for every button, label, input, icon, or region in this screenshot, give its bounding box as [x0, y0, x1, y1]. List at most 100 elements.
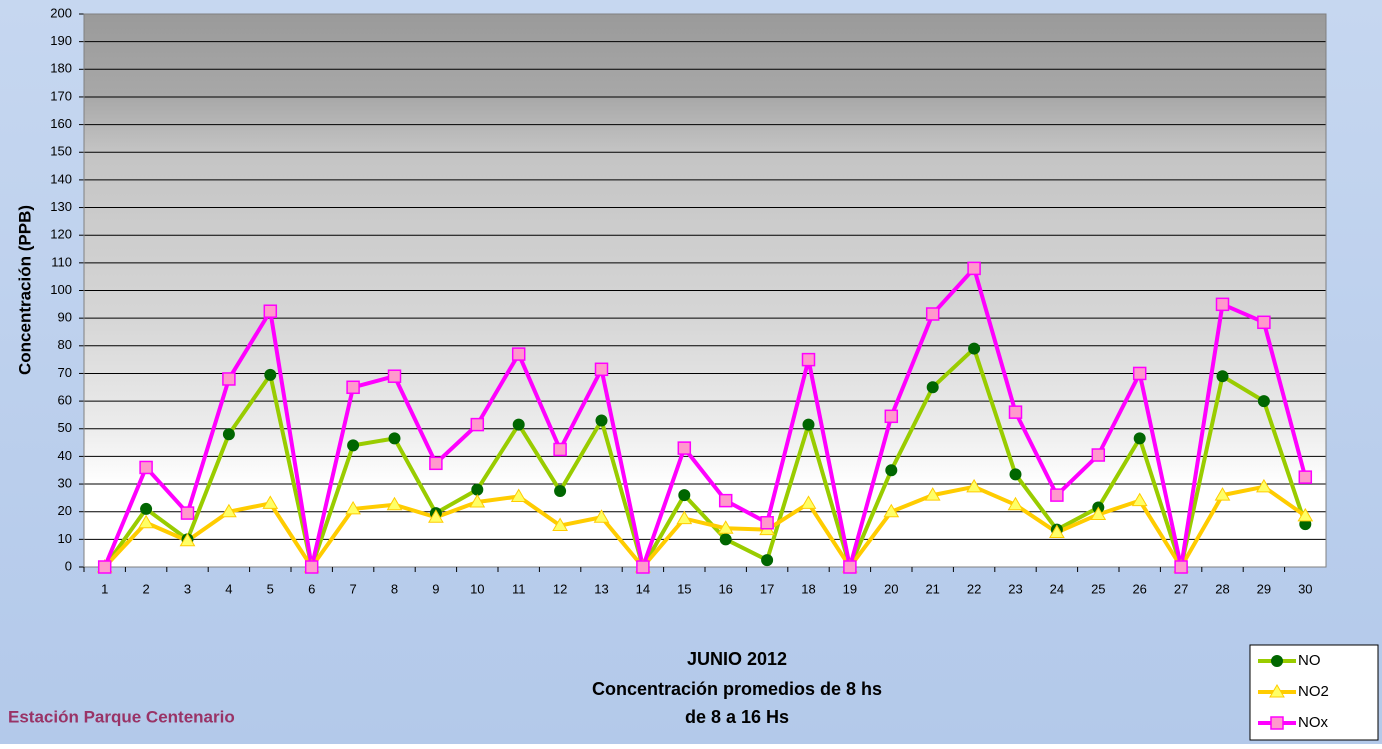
point	[678, 489, 691, 502]
point	[966, 478, 982, 493]
point	[843, 560, 857, 574]
point	[926, 381, 939, 394]
point	[221, 503, 237, 518]
y-tick-label: 130	[50, 199, 72, 214]
point	[761, 554, 774, 567]
point	[264, 368, 277, 381]
point	[594, 362, 609, 377]
y-tick-label: 110	[51, 254, 72, 269]
series-line	[103, 484, 1307, 569]
x-tick-label: 26	[1132, 581, 1146, 596]
x-tick-label: 11	[512, 581, 526, 596]
x-tick-label: 16	[718, 581, 732, 596]
point	[718, 493, 733, 508]
x-tick-label: 13	[594, 581, 608, 596]
x-tick-label: 27	[1174, 581, 1188, 596]
x-tick-label: 9	[432, 581, 439, 596]
point	[471, 483, 484, 496]
point	[925, 307, 940, 321]
point	[801, 352, 816, 367]
point	[1009, 468, 1022, 481]
y-tick-label: 10	[58, 531, 72, 546]
y-tick-label: 100	[50, 282, 72, 297]
point	[512, 418, 525, 431]
point	[140, 502, 153, 515]
point	[386, 496, 403, 511]
x-tick-label: 29	[1257, 581, 1271, 596]
point	[1131, 492, 1148, 507]
point	[1090, 506, 1107, 520]
legend-label: NO2	[1298, 683, 1329, 700]
point	[1174, 560, 1188, 574]
title: de 8 a 16 Hs	[685, 707, 789, 727]
x-tick-label: 10	[470, 581, 484, 596]
point	[1049, 524, 1065, 538]
point	[676, 510, 693, 525]
x-tick-label: 5	[267, 581, 274, 596]
x-tick-label: 20	[884, 581, 898, 596]
point	[179, 532, 196, 547]
point	[719, 533, 732, 546]
point	[1216, 370, 1229, 383]
point	[1214, 487, 1231, 501]
point	[304, 560, 319, 574]
y-tick-label: 140	[50, 171, 72, 186]
point	[1257, 315, 1271, 330]
legend-marker	[1269, 684, 1285, 698]
y-tick-label: 160	[50, 116, 72, 131]
y-tick-label: 40	[58, 448, 72, 463]
point	[883, 503, 900, 518]
y-tick-label: 90	[58, 310, 72, 325]
x-tick-label: 6	[308, 581, 315, 596]
point	[139, 460, 153, 475]
point	[222, 428, 235, 441]
x-tick-label: 30	[1298, 581, 1312, 596]
point	[1132, 366, 1147, 381]
y-tick-label: 70	[58, 365, 72, 380]
title: JUNIO 2012	[687, 649, 787, 669]
legend-marker	[1270, 716, 1284, 730]
y-tick-label: 50	[58, 420, 72, 435]
y-tick-label: 170	[50, 88, 72, 103]
y-tick-label: 0	[65, 558, 72, 573]
point	[885, 464, 898, 477]
point	[593, 509, 610, 523]
point	[429, 456, 443, 471]
x-tick-label: 8	[391, 581, 398, 596]
point	[470, 417, 485, 432]
point	[1008, 405, 1023, 419]
point	[968, 342, 981, 355]
point	[1215, 297, 1230, 312]
point	[180, 506, 195, 520]
station-label: Estación Parque Centenario	[8, 707, 235, 726]
point	[469, 494, 486, 508]
point	[1133, 432, 1146, 445]
title: Concentración promedios de 8 hs	[592, 679, 882, 699]
x-tick-label: 7	[349, 581, 356, 596]
y-tick-label: 60	[58, 393, 72, 408]
point	[1256, 478, 1272, 493]
point	[554, 484, 567, 497]
x-tick-label: 15	[677, 581, 691, 596]
y-tick-label: 80	[58, 337, 72, 352]
y-tick-label: 200	[50, 5, 72, 20]
point	[924, 487, 941, 501]
x-tick-label: 22	[967, 581, 981, 596]
point	[552, 517, 568, 532]
point	[222, 372, 236, 386]
point	[388, 432, 401, 445]
point	[884, 409, 899, 424]
point	[428, 509, 444, 523]
y-tick-label: 180	[50, 61, 72, 76]
point	[595, 414, 608, 427]
x-tick-label: 3	[184, 581, 191, 596]
legend-label: NO	[1298, 652, 1321, 669]
legend-marker	[1271, 655, 1283, 667]
point	[1050, 488, 1064, 502]
y-tick-label: 20	[58, 503, 72, 518]
point	[510, 488, 527, 502]
x-tick-label: 14	[636, 581, 650, 596]
y-tick-label: 150	[50, 144, 72, 159]
point	[800, 495, 817, 509]
